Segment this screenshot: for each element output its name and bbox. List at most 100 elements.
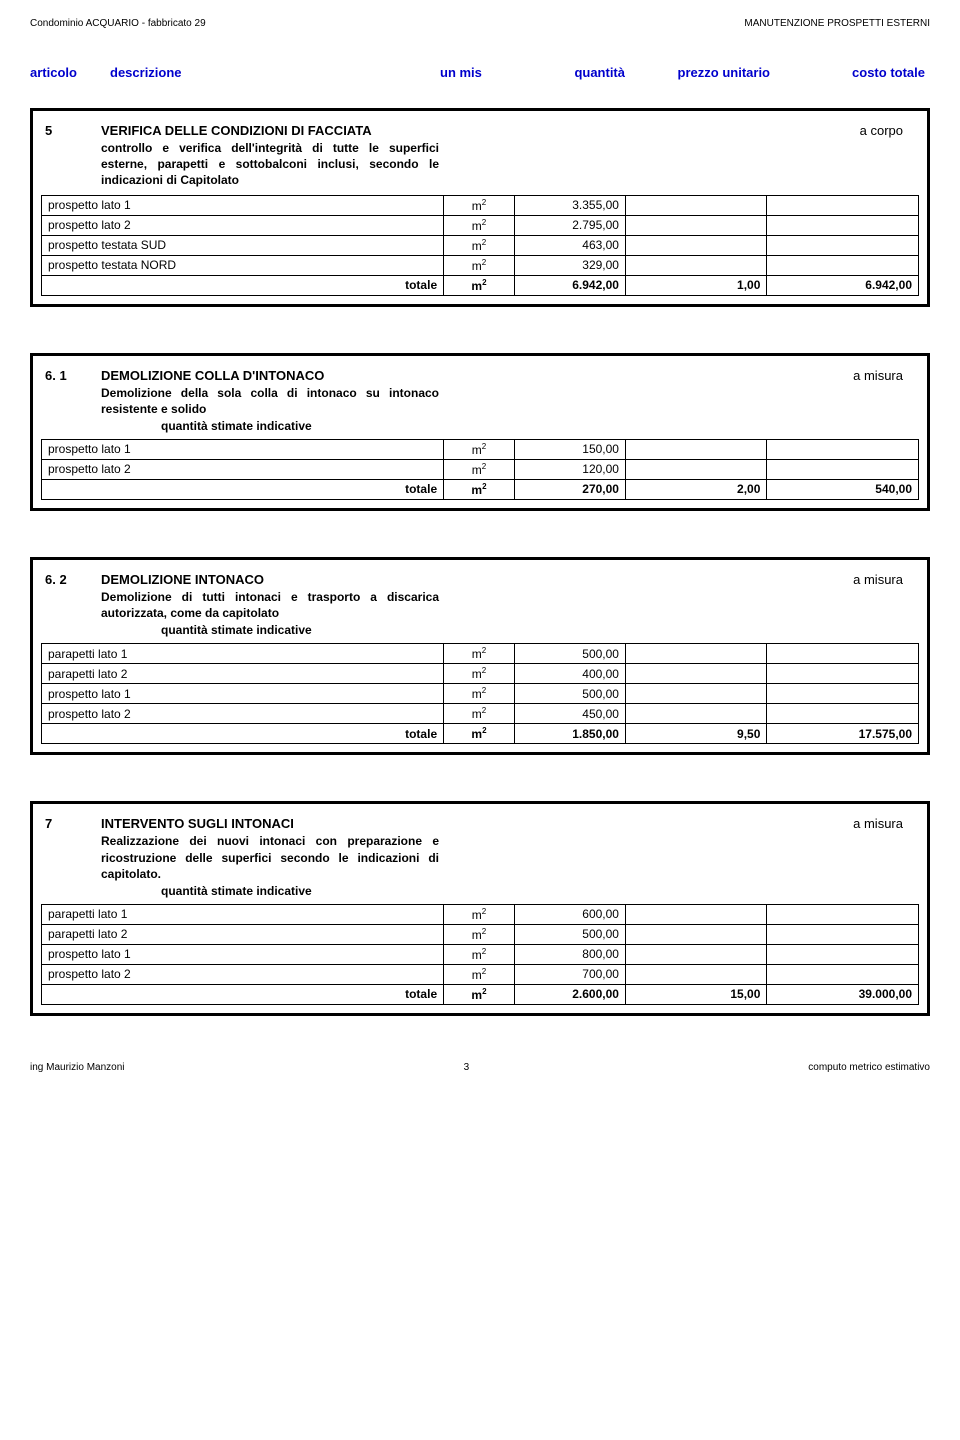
article-number: 6. 1 xyxy=(41,368,101,383)
header-left: Condominio ACQUARIO - fabbricato 29 xyxy=(30,18,206,29)
row-price xyxy=(625,459,766,479)
total-cost: 17.575,00 xyxy=(767,724,919,744)
row-price xyxy=(625,904,766,924)
row-price xyxy=(625,439,766,459)
row-desc: parapetti lato 1 xyxy=(42,644,444,664)
row-total xyxy=(767,664,919,684)
total-price: 2,00 xyxy=(625,479,766,499)
row-qty: 329,00 xyxy=(514,255,625,275)
table-row: prospetto lato 2m22.795,00 xyxy=(42,215,919,235)
table-row: parapetti lato 1m2600,00 xyxy=(42,904,919,924)
section-title: DEMOLIZIONE INTONACO xyxy=(101,572,439,587)
footer-center: 3 xyxy=(464,1062,470,1073)
row-qty: 2.795,00 xyxy=(514,215,625,235)
col-quantita: quantità xyxy=(520,65,625,80)
row-desc: prospetto lato 1 xyxy=(42,195,444,215)
row-price xyxy=(625,255,766,275)
section-body: Realizzazione dei nuovi intonaci con pre… xyxy=(101,833,439,882)
col-costo: costo totale xyxy=(770,65,925,80)
table-row: prospetto lato 2m2450,00 xyxy=(42,704,919,724)
row-unit: m2 xyxy=(444,195,515,215)
total-unit: m2 xyxy=(444,479,515,499)
row-desc: parapetti lato 2 xyxy=(42,924,444,944)
row-total xyxy=(767,439,919,459)
table-row: prospetto lato 2m2120,00 xyxy=(42,459,919,479)
row-qty: 700,00 xyxy=(514,964,625,984)
row-desc: parapetti lato 2 xyxy=(42,664,444,684)
col-unmis: un mis xyxy=(440,65,520,80)
article-number: 7 xyxy=(41,816,101,831)
row-desc: prospetto lato 2 xyxy=(42,215,444,235)
row-qty: 400,00 xyxy=(514,664,625,684)
pricing-type: a misura xyxy=(439,572,909,587)
total-unit: m2 xyxy=(444,724,515,744)
row-total xyxy=(767,704,919,724)
row-total xyxy=(767,195,919,215)
total-row: totalem26.942,001,006.942,00 xyxy=(42,275,919,295)
total-qty: 2.600,00 xyxy=(514,984,625,1004)
table-row: parapetti lato 1m2500,00 xyxy=(42,644,919,664)
row-unit: m2 xyxy=(444,459,515,479)
cost-section: 6. 1DEMOLIZIONE COLLA D'INTONACODemolizi… xyxy=(30,353,930,511)
footer-right: computo metrico estimativo xyxy=(808,1062,930,1073)
col-descrizione: descrizione xyxy=(110,65,440,80)
row-unit: m2 xyxy=(444,684,515,704)
header-right: MANUTENZIONE PROSPETTI ESTERNI xyxy=(744,18,930,29)
row-desc: prospetto lato 2 xyxy=(42,704,444,724)
row-unit: m2 xyxy=(444,644,515,664)
total-unit: m2 xyxy=(444,275,515,295)
data-table: prospetto lato 1m23.355,00prospetto lato… xyxy=(41,195,919,296)
pricing-type: a misura xyxy=(439,368,909,383)
total-cost: 540,00 xyxy=(767,479,919,499)
row-desc: prospetto testata NORD xyxy=(42,255,444,275)
table-row: prospetto lato 1m2800,00 xyxy=(42,944,919,964)
row-price xyxy=(625,704,766,724)
page-header: Condominio ACQUARIO - fabbricato 29 MANU… xyxy=(30,18,930,29)
row-desc: prospetto lato 1 xyxy=(42,439,444,459)
total-cost: 39.000,00 xyxy=(767,984,919,1004)
row-desc: prospetto testata SUD xyxy=(42,235,444,255)
total-qty: 1.850,00 xyxy=(514,724,625,744)
total-qty: 270,00 xyxy=(514,479,625,499)
row-price xyxy=(625,964,766,984)
total-price: 1,00 xyxy=(625,275,766,295)
row-unit: m2 xyxy=(444,904,515,924)
row-unit: m2 xyxy=(444,704,515,724)
total-label: totale xyxy=(42,984,444,1004)
total-price: 15,00 xyxy=(625,984,766,1004)
total-label: totale xyxy=(42,724,444,744)
row-qty: 463,00 xyxy=(514,235,625,255)
data-table: prospetto lato 1m2150,00prospetto lato 2… xyxy=(41,439,919,500)
row-unit: m2 xyxy=(444,235,515,255)
total-unit: m2 xyxy=(444,984,515,1004)
table-row: prospetto lato 1m2500,00 xyxy=(42,684,919,704)
table-row: prospetto lato 1m2150,00 xyxy=(42,439,919,459)
row-desc: prospetto lato 2 xyxy=(42,964,444,984)
total-cost: 6.942,00 xyxy=(767,275,919,295)
pricing-type: a corpo xyxy=(439,123,909,138)
row-unit: m2 xyxy=(444,944,515,964)
row-price xyxy=(625,684,766,704)
table-row: parapetti lato 2m2400,00 xyxy=(42,664,919,684)
row-price xyxy=(625,235,766,255)
total-price: 9,50 xyxy=(625,724,766,744)
total-row: totalem2270,002,00540,00 xyxy=(42,479,919,499)
row-qty: 800,00 xyxy=(514,944,625,964)
row-price xyxy=(625,664,766,684)
total-row: totalem22.600,0015,0039.000,00 xyxy=(42,984,919,1004)
section-body: controllo e verifica dell'integrità di t… xyxy=(101,140,439,189)
page-footer: ing Maurizio Manzoni 3 computo metrico e… xyxy=(30,1062,930,1073)
table-row: parapetti lato 2m2500,00 xyxy=(42,924,919,944)
row-total xyxy=(767,235,919,255)
row-price xyxy=(625,215,766,235)
col-articolo: articolo xyxy=(30,65,110,80)
row-unit: m2 xyxy=(444,215,515,235)
table-row: prospetto testata NORDm2329,00 xyxy=(42,255,919,275)
pricing-type: a misura xyxy=(439,816,909,831)
row-desc: prospetto lato 1 xyxy=(42,684,444,704)
row-qty: 450,00 xyxy=(514,704,625,724)
footer-left: ing Maurizio Manzoni xyxy=(30,1062,125,1073)
row-qty: 120,00 xyxy=(514,459,625,479)
row-qty: 500,00 xyxy=(514,924,625,944)
row-price xyxy=(625,944,766,964)
